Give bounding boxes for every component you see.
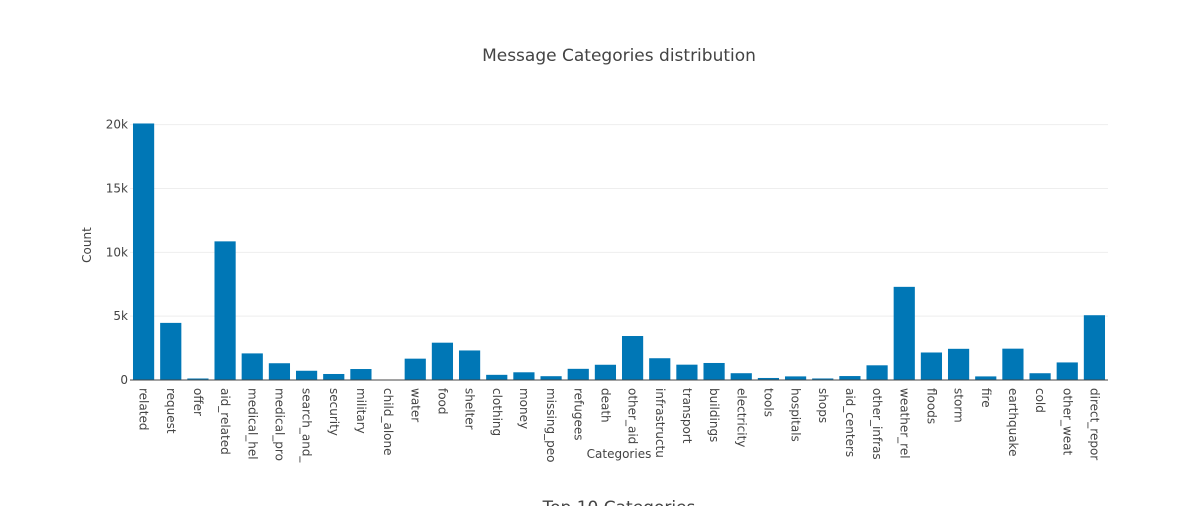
bar: [1002, 348, 1024, 380]
y-tick-label: 15k: [106, 182, 128, 196]
bar: [295, 370, 318, 380]
bar: [567, 368, 589, 380]
bar: [241, 353, 263, 380]
bar: [703, 362, 725, 380]
bar: [323, 373, 345, 380]
bar: [350, 369, 372, 380]
x-tick-label: aid_related: [218, 388, 232, 455]
y-tick-label: 10k: [106, 245, 128, 259]
bar: [132, 123, 155, 381]
x-tick-label: infrastructu: [653, 388, 667, 458]
x-tick-label: related: [137, 388, 151, 430]
bar: [486, 374, 508, 380]
x-tick-label: clothing: [490, 388, 504, 436]
x-tick-label: request: [164, 388, 178, 434]
y-tick-label: 0: [120, 373, 128, 387]
bar: [458, 350, 481, 380]
x-tick-label: aid_centers: [843, 388, 857, 457]
chart-title: Message Categories distribution: [482, 46, 756, 66]
bar: [187, 378, 209, 380]
bar: [893, 286, 915, 380]
x-tick-label: shops: [816, 388, 830, 423]
bar: [730, 373, 752, 380]
bar: [268, 363, 291, 380]
x-tick-label: tools: [761, 388, 775, 417]
y-tick-label: 20k: [106, 118, 128, 132]
bar: [784, 376, 807, 380]
x-tick-label: shelter: [463, 388, 477, 430]
x-tick-label: search_and_: [300, 388, 314, 463]
x-tick-label: direct_repor: [1087, 388, 1101, 460]
x-tick-label: death: [598, 388, 612, 423]
bar: [404, 358, 426, 380]
x-tick-label: food: [435, 388, 449, 415]
next-chart-title: Top 10 Categories: [542, 498, 696, 506]
x-tick-label: water: [408, 388, 422, 422]
bar: [513, 372, 535, 380]
x-tick-label: medical_pro: [272, 388, 286, 461]
bar: [540, 376, 562, 380]
x-tick-label: earthquake: [1006, 388, 1020, 456]
x-tick-label: buildings: [707, 388, 721, 442]
bar: [839, 376, 861, 380]
x-tick-label: electricity: [734, 388, 748, 447]
bar: [1056, 362, 1078, 380]
x-tick-label: medical_hel: [245, 388, 259, 460]
x-tick-label: offer: [191, 388, 205, 416]
x-tick-label: cold: [1033, 388, 1047, 413]
y-tick-label: 5k: [113, 309, 128, 323]
bar: [676, 364, 698, 380]
x-tick-label: security: [327, 388, 341, 436]
x-axis-title: Categories: [587, 447, 652, 461]
x-tick-label: money: [517, 388, 531, 429]
x-tick-label: storm: [952, 388, 966, 423]
x-tick-label: child_alone: [381, 388, 395, 456]
x-tick-label: fire: [979, 388, 993, 408]
x-tick-label: hospitals: [789, 388, 803, 442]
bar: [920, 352, 943, 380]
bar: [649, 358, 671, 380]
bar: [1029, 373, 1051, 380]
bar: [757, 377, 780, 380]
x-tick-label: other_weat: [1060, 388, 1074, 456]
x-tick-label: transport: [680, 388, 694, 444]
bar: [214, 241, 236, 380]
bar: [947, 348, 970, 380]
x-tick-label: floods: [924, 388, 938, 424]
bar: [160, 322, 182, 380]
bar: [594, 364, 617, 380]
x-tick-label: refugees: [571, 388, 585, 441]
bar: [975, 376, 997, 380]
bar: [621, 336, 644, 380]
bar: [812, 378, 834, 380]
y-axis-title: Count: [80, 227, 94, 263]
x-tick-label: weather_rel: [897, 388, 911, 459]
bar: [866, 365, 888, 380]
x-tick-label: other_infras: [870, 388, 884, 460]
bar: [431, 342, 454, 380]
x-tick-label: military: [354, 388, 368, 434]
x-tick-label: other_aid: [626, 388, 640, 444]
bar: [1083, 315, 1106, 380]
x-tick-label: missing_peo: [544, 388, 558, 462]
